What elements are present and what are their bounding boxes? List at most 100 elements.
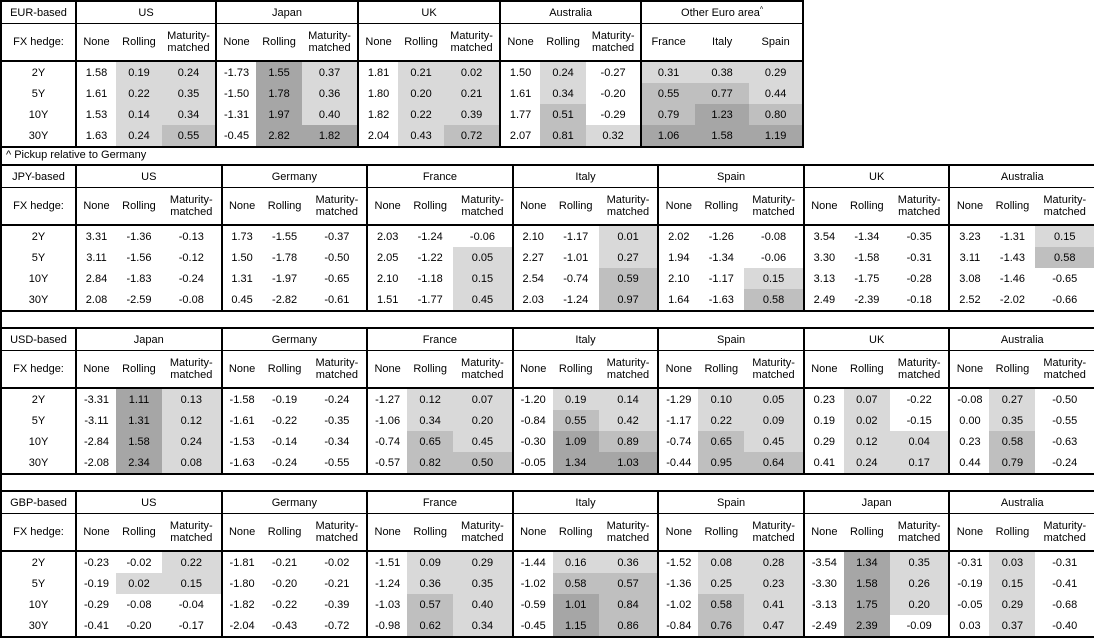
value-cell: -0.98 [366,615,408,637]
value-cell: 2.08 [75,289,116,311]
column-header-rolling: Rolling [989,513,1036,552]
value-cell: 1.82 [302,125,359,147]
value-cell: -1.58 [220,388,262,410]
tenor-label: 10Y [28,272,49,285]
value-cell: 1.31 [116,410,162,431]
value-cell: 0.55 [552,410,599,431]
value-cell: -0.44 [657,452,699,474]
column-header-none: None [366,187,408,226]
column-header-spain: Spain [749,23,804,62]
value-cell: 0.22 [116,83,162,104]
value-cell: -2.59 [126,293,152,306]
value-cell: 0.43 [398,125,445,147]
group-header-us: US [75,491,222,514]
value-cell: -0.20 [126,619,152,632]
value-cell: 1.63 [75,125,116,147]
value-cell: 0.00 [948,410,990,431]
value-cell: -0.55 [324,456,350,469]
value-cell: 0.14 [598,388,659,410]
group-header-us: US [75,165,222,188]
group-header-spain: Spain [657,328,804,351]
tenor-label: 10Y [28,435,49,448]
value-cell: -0.19 [75,573,116,594]
value-cell: 0.24 [162,61,217,83]
value-cell: 2.49 [802,289,844,311]
table-slot-eur: EUR-based US Japan UK Australia Other Euro ar… [0,0,1094,148]
value-cell: 0.64 [744,452,804,474]
value-cell: -0.06 [469,230,495,243]
value-cell: 0.05 [453,247,513,268]
value-cell: 2.05 [366,247,408,268]
tenor-label: 10Y [28,108,49,121]
value-cell: -1.02 [657,594,699,615]
value-cell: 0.79 [640,104,696,125]
value-cell: -1.36 [126,230,152,243]
column-header-none: None [948,187,990,226]
value-cell: 0.44 [948,452,990,474]
value-cell: -0.28 [906,272,932,285]
value-cell: -0.18 [906,293,932,306]
value-cell: -2.39 [854,293,880,306]
value-cell: 2.03 [511,289,553,311]
column-header-none: None [657,350,699,389]
value-cell: 0.65 [407,431,454,452]
value-cell: 0.20 [889,594,950,615]
group-header-uk: UK [357,1,501,24]
value-cell: 0.37 [989,615,1036,637]
value-cell: -0.20 [272,577,298,590]
country-header-row: GBP-based US Germany France Italy Spain Japan A… [1,491,1094,514]
value-cell: 0.24 [540,61,587,83]
value-cell: -1.31 [999,230,1025,243]
value-cell: 0.12 [162,410,222,431]
value-cell: -0.02 [126,556,152,569]
value-cell: 1.97 [256,104,303,125]
value-cell: -1.77 [417,293,443,306]
value-cell: 0.36 [598,551,659,573]
group-header-germany: Germany [220,165,368,188]
value-cell: -0.24 [272,456,298,469]
value-cell: 0.58 [989,431,1036,452]
value-cell: -1.75 [854,272,880,285]
column-header-maturity-matched: Maturity-matched [162,513,222,552]
value-cell: 0.29 [989,594,1036,615]
tenor-label: 5Y [31,87,46,100]
value-cell: -0.22 [272,414,298,427]
value-cell: 0.72 [444,125,501,147]
column-header-maturity-matched: Maturity-matched [1035,513,1094,552]
value-cell: 0.41 [802,452,844,474]
value-cell: 0.08 [698,551,745,573]
column-header-rolling: Rolling [407,187,454,226]
table-slot-jpy: JPY-based US Germany France Italy Spain UK Aust… [0,164,1094,312]
value-cell: -0.21 [324,577,350,590]
value-cell: -0.08 [178,293,204,306]
value-cell: -1.22 [417,251,443,264]
column-header-rolling: Rolling [698,187,745,226]
group-header-uk: UK [802,165,950,188]
value-cell: 1.09 [552,431,599,452]
column-header-none: None [215,23,257,62]
spacer [0,312,1094,327]
value-cell: 3.13 [802,268,844,289]
table-row: 30Y 1.63 0.24 0.55 -0.45 2.82 1.82 2.04 0.43 0.72… [1,125,804,147]
value-cell: 1.34 [843,551,890,573]
value-cell: -0.74 [563,272,589,285]
value-cell: -0.04 [178,598,204,611]
value-cell: 0.86 [598,615,659,637]
value-cell: 0.65 [698,431,745,452]
value-cell: 1.64 [657,289,699,311]
column-header-none: None [75,23,116,62]
value-cell: -0.24 [324,393,350,406]
value-cell: 0.29 [802,431,844,452]
value-cell: 0.09 [744,410,804,431]
value-cell: -0.15 [906,414,932,427]
value-cell: 1.61 [75,83,116,104]
value-cell: -0.50 [1052,393,1078,406]
value-cell: -0.02 [324,556,350,569]
group-header-uk: UK [802,328,950,351]
value-cell: -0.31 [1052,556,1078,569]
value-cell: 0.07 [843,388,890,410]
value-cell: -0.50 [324,251,350,264]
value-cell: 0.27 [989,388,1036,410]
column-header-rolling: Rolling [407,513,454,552]
